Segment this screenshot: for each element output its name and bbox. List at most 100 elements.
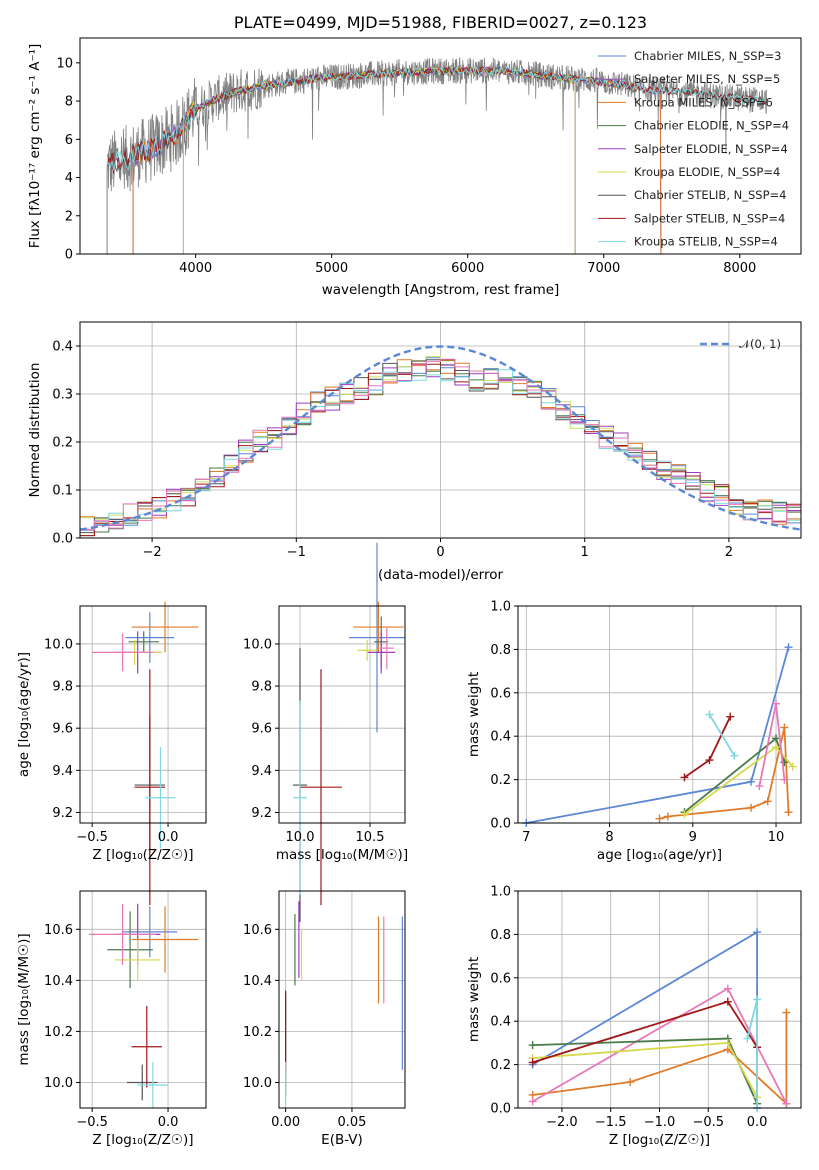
y-tick-label: 2 (65, 209, 73, 224)
legend-entry: Chabrier ELODIE, N_SSP=4 (634, 119, 789, 133)
y-tick-label: 0.3 (52, 388, 73, 403)
y-tick-label: 0.0 (52, 532, 73, 547)
y-axis-label: mass weight (466, 957, 482, 1042)
x-tick-label: 10.0 (286, 830, 315, 845)
model-line-elodie_ch (182, 66, 576, 254)
model-line-elodie_kr (182, 65, 576, 254)
x-axis-label: Z [log₁₀(Z/Z☉)] (92, 1132, 193, 1148)
weight-line-stelib_sa (683, 716, 732, 779)
x-axis-label: E(B-V) (321, 1132, 363, 1148)
model-line-stelib_sa (106, 65, 768, 254)
y-tick-label: 9.6 (251, 722, 272, 737)
y-tick-label: 4 (65, 171, 73, 186)
weight-line-miles_ch (526, 646, 790, 824)
y-tick-label: 9.2 (251, 806, 272, 821)
weight-point (723, 984, 732, 993)
y-tick-label: 10.6 (243, 923, 272, 938)
y-axis-label: age [log₁₀(age/yr)] (16, 652, 32, 777)
weight-point (782, 1099, 791, 1108)
panel-0-frame (79, 37, 802, 255)
x-tick-label: 8 (605, 830, 613, 845)
panel-5 (76, 891, 206, 1112)
weight-point (753, 995, 762, 1004)
legend-entry: Salpeter ELODIE, N_SSP=4 (634, 142, 788, 156)
y-tick-label: 0.4 (490, 730, 511, 745)
y-tick-label: 9.4 (52, 764, 73, 779)
x-axis-label: wavelength [Angstrom, rest frame] (322, 282, 560, 298)
panel-2 (76, 601, 206, 906)
weight-point (680, 773, 689, 782)
x-tick-label: 0.05 (337, 1115, 366, 1130)
x-tick-label: 1 (581, 545, 589, 560)
model-line-stelib_kr (106, 66, 768, 254)
y-tick-label: 0.6 (490, 686, 511, 701)
x-tick-label: −2 (143, 545, 162, 560)
weight-point (705, 710, 714, 719)
weight-point (755, 782, 764, 791)
model-line-miles_ch (132, 66, 662, 254)
y-tick-label: 8 (65, 95, 73, 110)
weight-point (726, 712, 735, 721)
panel-2-frame (79, 605, 207, 824)
panel-1 (76, 322, 802, 542)
weight-point (784, 808, 793, 817)
weight-line-pink (758, 703, 786, 787)
y-tick-label: 0.6 (490, 971, 511, 986)
x-axis-label: Z [log₁₀(Z/Z☉)] (92, 847, 193, 863)
histogram-step-pink (80, 358, 801, 530)
y-tick-label: 10.4 (44, 974, 73, 989)
panel-0 (76, 57, 768, 258)
weight-point (753, 928, 762, 937)
x-tick-label: 10.5 (356, 830, 385, 845)
y-tick-label: 0.2 (490, 773, 511, 788)
x-tick-label: −0.5 (76, 830, 108, 845)
weight-point (772, 699, 781, 708)
y-tick-label: 0.0 (490, 817, 511, 832)
x-axis-label: (data-model)/error (378, 567, 504, 583)
x-tick-label: 0.0 (158, 1115, 179, 1130)
x-tick-label: 6000 (451, 261, 484, 276)
x-tick-label: 0 (436, 545, 444, 560)
weight-point (747, 803, 756, 812)
x-tick-label: 4000 (179, 261, 212, 276)
y-tick-label: 10.0 (243, 1076, 272, 1091)
weight-point (528, 1058, 537, 1067)
y-tick-label: 6 (65, 133, 73, 148)
model-line-miles_sa (132, 66, 662, 254)
model-line-miles_kr (132, 65, 662, 254)
y-tick-label: 9.6 (52, 722, 73, 737)
y-tick-label: 0.2 (490, 1058, 511, 1073)
panel-7-frame (517, 890, 802, 1109)
y-tick-label: 9.8 (251, 680, 272, 695)
x-tick-label: 5000 (315, 261, 348, 276)
weight-line-elodie_kr (683, 745, 794, 816)
weight-point (626, 1077, 635, 1086)
x-tick-label: 2 (725, 545, 733, 560)
x-tick-label: 8000 (723, 261, 756, 276)
y-tick-label: 9.2 (52, 806, 73, 821)
y-tick-label: 0.2 (52, 436, 73, 451)
weight-point (723, 997, 732, 1006)
chart-title: PLATE=0499, MJD=51988, FIBERID=0027, z=0… (234, 13, 647, 32)
legend-entry: Salpeter MILES, N_SSP=5 (634, 72, 780, 86)
y-tick-label: 0.0 (490, 1102, 511, 1117)
y-axis-label: mass [log₁₀(M/M☉)] (16, 933, 32, 1065)
x-tick-label: 0.0 (158, 830, 179, 845)
y-tick-label: 0 (65, 248, 73, 263)
y-tick-label: 10.2 (243, 1025, 272, 1040)
panel-4 (514, 605, 801, 827)
weight-line-stelib_sa (532, 1000, 758, 1064)
x-tick-label: 0.00 (271, 1115, 300, 1130)
x-tick-label: 7 (522, 830, 530, 845)
y-tick-label: 0.8 (490, 643, 511, 658)
normal-curve (79, 345, 802, 531)
weight-point (528, 1097, 537, 1106)
panel-5-frame (79, 890, 207, 1109)
y-tick-label: 10.6 (44, 923, 73, 938)
x-tick-label: 7000 (587, 261, 620, 276)
y-tick-label: 1.0 (490, 600, 511, 615)
x-tick-label: −1.5 (595, 1115, 627, 1130)
weight-point (743, 1034, 752, 1043)
x-tick-label: −2.0 (546, 1115, 578, 1130)
